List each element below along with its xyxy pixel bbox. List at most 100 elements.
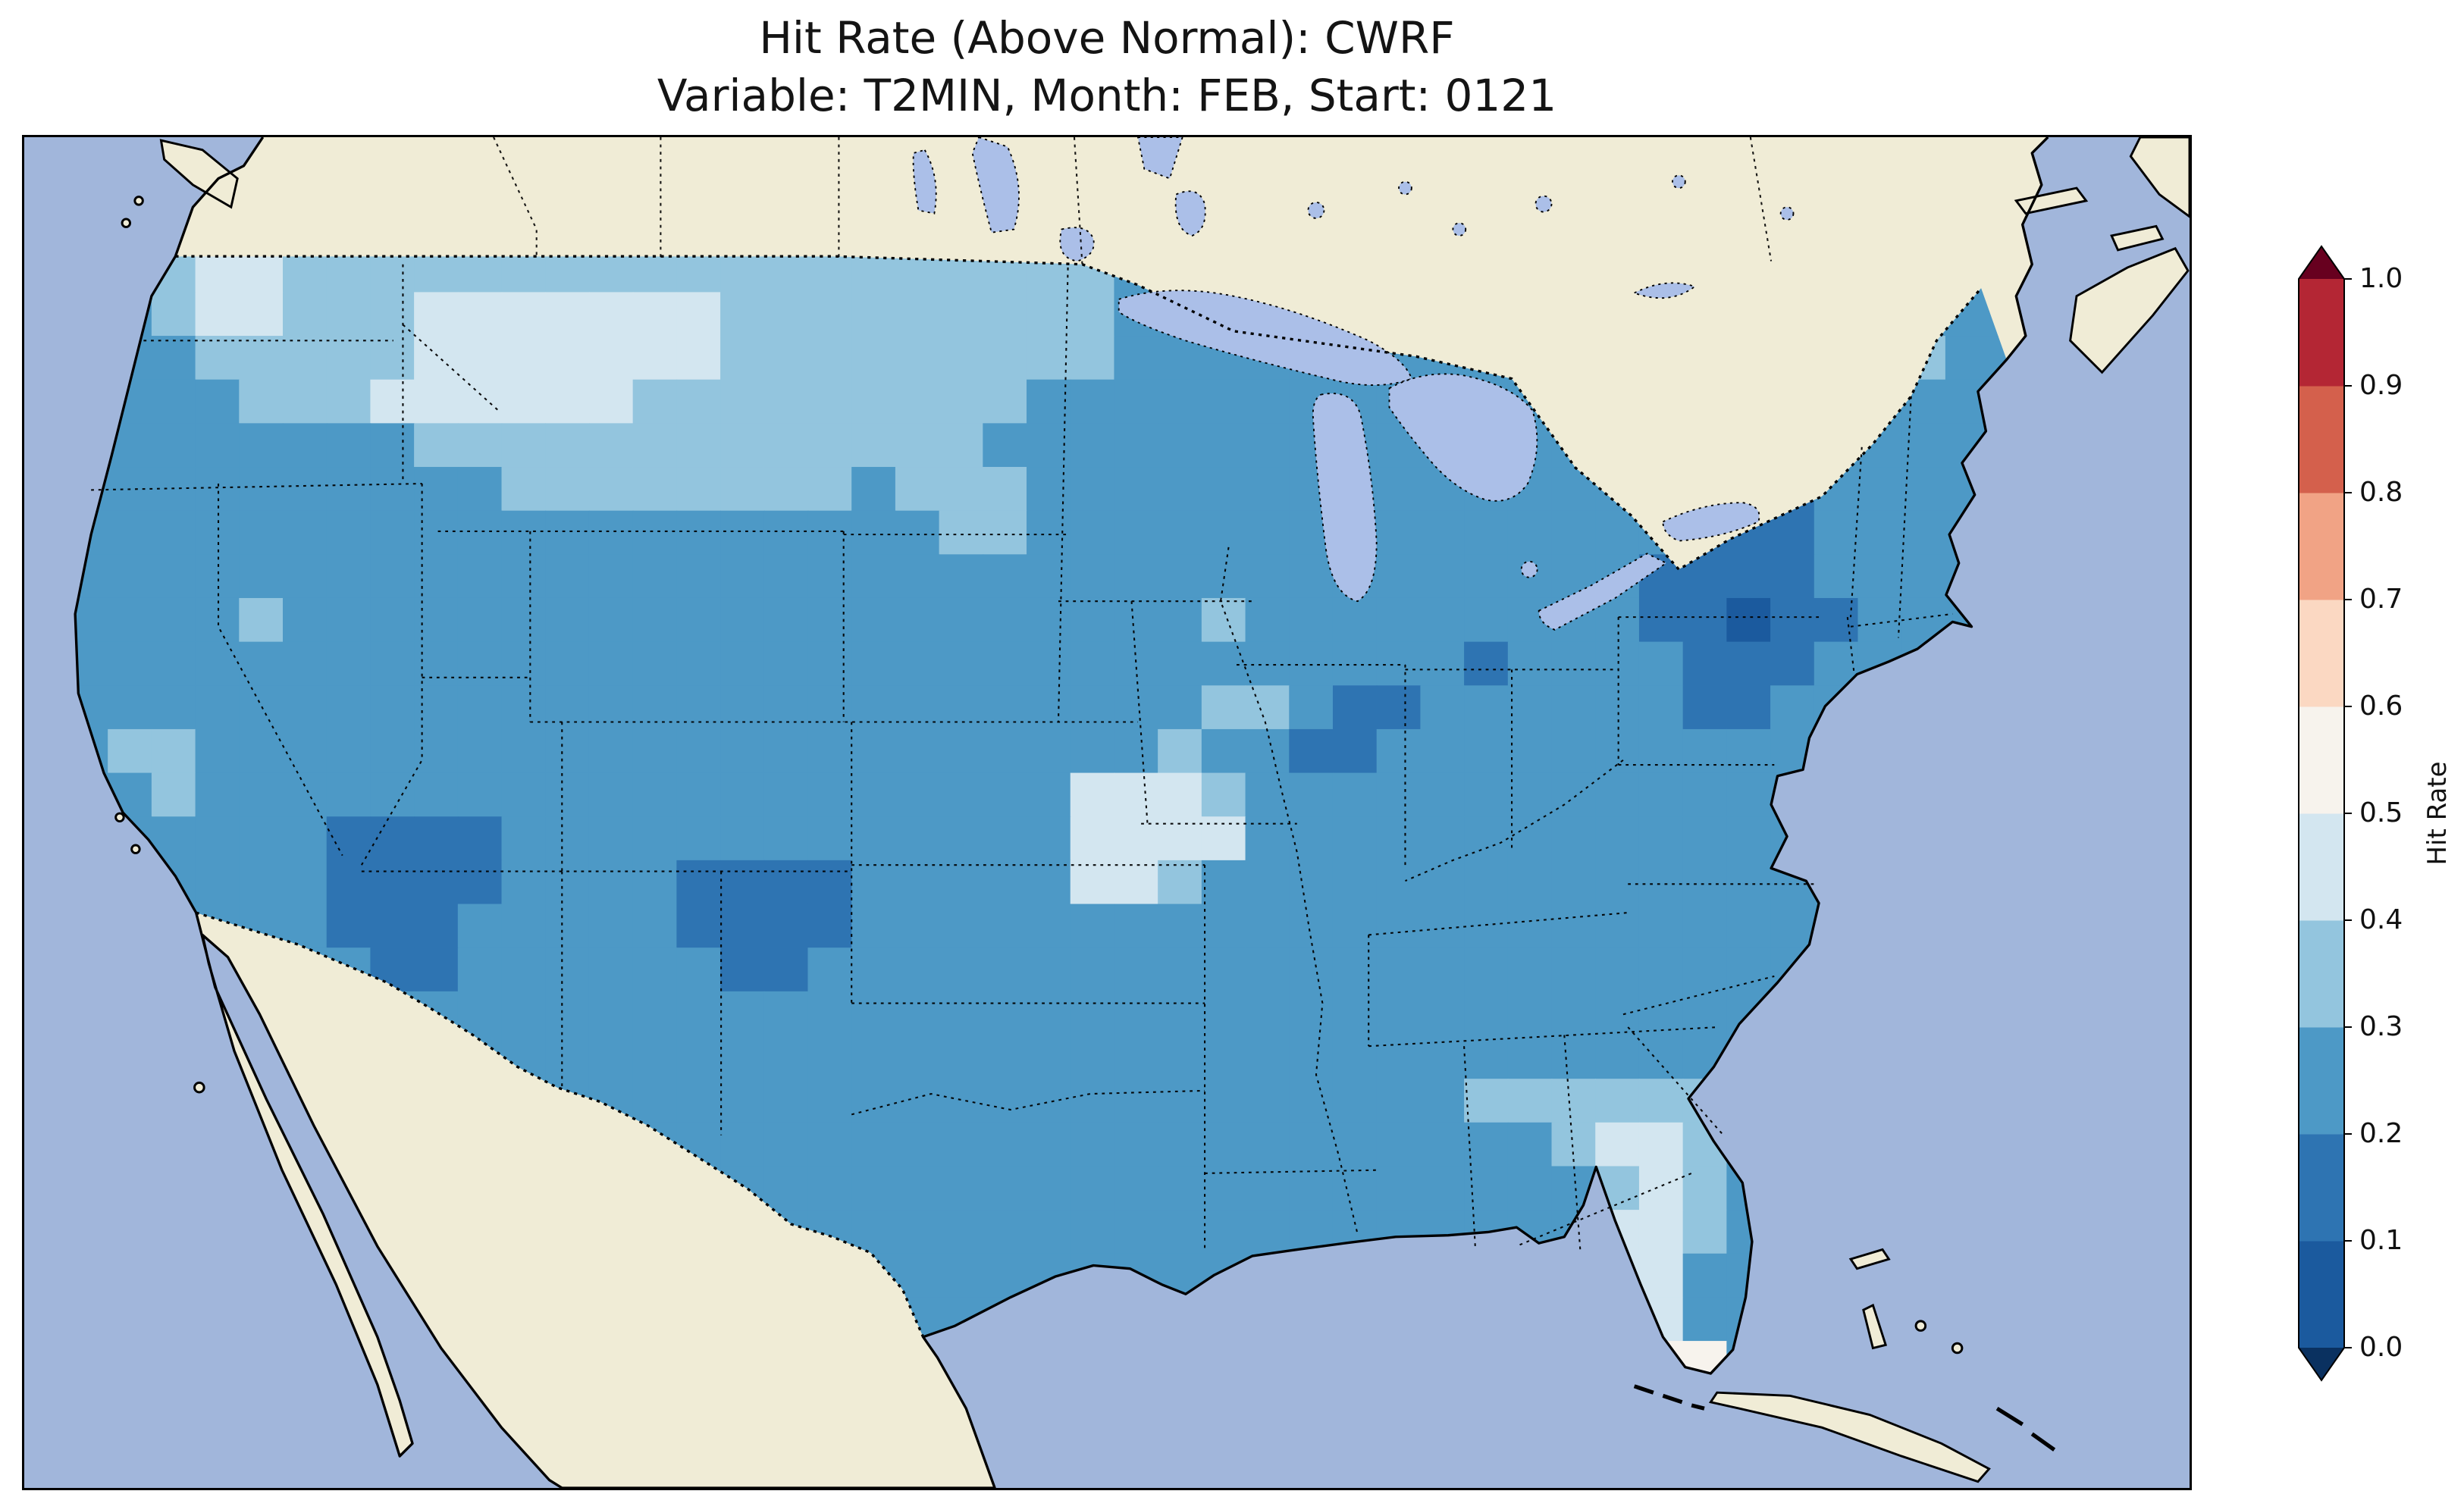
hitrate-cell bbox=[282, 860, 328, 905]
hitrate-cell bbox=[632, 860, 678, 905]
hitrate-cell bbox=[414, 510, 459, 556]
hitrate-cell bbox=[151, 423, 196, 468]
hitrate-cell bbox=[763, 1122, 809, 1167]
hitrate-cell bbox=[763, 292, 809, 337]
hitrate-cell bbox=[1857, 554, 1903, 599]
hitrate-cell bbox=[983, 685, 1027, 730]
hitrate-cell bbox=[676, 467, 721, 512]
hitrate-cell bbox=[326, 685, 371, 730]
hitrate-cell bbox=[1158, 772, 1202, 818]
hitrate-cell bbox=[588, 772, 634, 818]
hitrate-cell bbox=[588, 554, 634, 599]
nova-scotia bbox=[2069, 246, 2190, 374]
hitrate-cell bbox=[763, 1079, 809, 1123]
hitrate-cell bbox=[1682, 1253, 1728, 1298]
hitrate-cell bbox=[1114, 728, 1158, 774]
hitrate-cell bbox=[195, 379, 240, 424]
hitrate-cell bbox=[588, 816, 634, 861]
hitrate-cell bbox=[983, 423, 1027, 468]
hitrate-cell bbox=[1332, 1079, 1378, 1123]
colorbar-tick-label: 0.7 bbox=[2359, 584, 2403, 615]
hitrate-cell bbox=[1070, 1122, 1115, 1167]
hitrate-cell bbox=[370, 292, 415, 337]
hitrate-cell bbox=[1726, 685, 1771, 730]
hitrate-cell bbox=[720, 860, 765, 905]
hitrate-cell bbox=[1507, 816, 1553, 861]
hitrate-cell bbox=[676, 816, 721, 861]
hitrate-cell bbox=[632, 728, 678, 774]
hitrate-cell bbox=[282, 641, 328, 687]
hitrate-cell bbox=[414, 423, 459, 468]
hitrate-cell bbox=[501, 510, 547, 556]
hitrate-cell bbox=[851, 641, 896, 687]
hitrate-cell bbox=[457, 685, 503, 730]
hitrate-cell bbox=[1070, 1035, 1115, 1079]
lake-huron bbox=[1388, 373, 1538, 502]
hitrate-cell bbox=[239, 292, 284, 337]
hitrate-cell bbox=[414, 860, 459, 905]
hitrate-cell bbox=[545, 991, 590, 1036]
hitrate-cell bbox=[676, 510, 721, 556]
hitrate-cell bbox=[851, 554, 896, 599]
hitrate-cell bbox=[807, 904, 853, 949]
canada-lake bbox=[1307, 202, 1325, 219]
hitrate-cell bbox=[457, 510, 503, 556]
hitrate-cell bbox=[501, 379, 547, 424]
hitrate-cell bbox=[326, 597, 371, 643]
hitrate-cell bbox=[1289, 554, 1334, 599]
hitrate-cell bbox=[1551, 685, 1597, 730]
vancouver-island bbox=[159, 139, 239, 209]
hitrate-cell bbox=[108, 510, 152, 556]
hitrate-cell bbox=[239, 379, 284, 424]
hitrate-cell bbox=[1245, 1122, 1290, 1167]
hitrate-cell bbox=[1070, 336, 1115, 381]
newfoundland bbox=[2129, 137, 2190, 218]
hitrate-cell bbox=[457, 423, 503, 468]
hitrate-cell bbox=[282, 256, 328, 293]
hitrate-cell bbox=[151, 685, 196, 730]
hitrate-cell bbox=[1027, 1035, 1071, 1079]
canada-lake bbox=[1535, 195, 1553, 213]
hitrate-cell bbox=[545, 423, 590, 468]
hitrate-cell bbox=[676, 554, 721, 599]
hitrate-cell bbox=[1070, 292, 1115, 337]
hitrate-cell bbox=[1376, 1122, 1422, 1167]
hitrate-cell bbox=[1464, 991, 1509, 1036]
hitrate-cell bbox=[195, 641, 240, 687]
hitrate-cell bbox=[807, 1166, 853, 1211]
hitrate-cell bbox=[239, 336, 284, 381]
hitrate-cell bbox=[1638, 728, 1684, 774]
hitrate-cell bbox=[326, 860, 371, 905]
hitrate-cell bbox=[414, 256, 459, 293]
hitrate-cell bbox=[1551, 947, 1597, 992]
hitrate-cell bbox=[895, 1166, 940, 1211]
hitrate-cell bbox=[983, 728, 1027, 774]
hitrate-cell bbox=[1770, 597, 1815, 643]
hitrate-cell bbox=[1027, 1079, 1071, 1123]
hitrate-cell bbox=[195, 554, 240, 599]
hitrate-cell bbox=[1332, 947, 1378, 992]
hitrate-cell bbox=[720, 554, 765, 599]
hitrate-cell bbox=[895, 597, 940, 643]
hitrate-cell bbox=[1070, 685, 1115, 730]
hitrate-cell bbox=[1027, 685, 1071, 730]
hitrate-cell bbox=[1726, 772, 1771, 818]
hitrate-cell bbox=[501, 772, 547, 818]
hitrate-cell bbox=[1507, 728, 1553, 774]
hitrate-cell bbox=[895, 467, 940, 512]
hitrate-cell bbox=[851, 379, 896, 424]
hitrate-cell bbox=[588, 510, 634, 556]
hitrate-cell bbox=[939, 772, 984, 818]
hitrate-cell bbox=[763, 991, 809, 1036]
hitrate-cell bbox=[851, 467, 896, 512]
hitrate-cell bbox=[1376, 816, 1422, 861]
hitrate-cell bbox=[720, 904, 765, 949]
hitrate-cell bbox=[983, 336, 1027, 381]
hitrate-cell bbox=[1376, 467, 1422, 512]
hitrate-cell bbox=[1420, 641, 1465, 687]
hitrate-cell bbox=[457, 336, 503, 381]
hitrate-cell bbox=[1158, 641, 1202, 687]
hitrate-cell bbox=[1289, 1035, 1334, 1079]
hitrate-cell bbox=[983, 1253, 1027, 1298]
hitrate-cell bbox=[763, 554, 809, 599]
